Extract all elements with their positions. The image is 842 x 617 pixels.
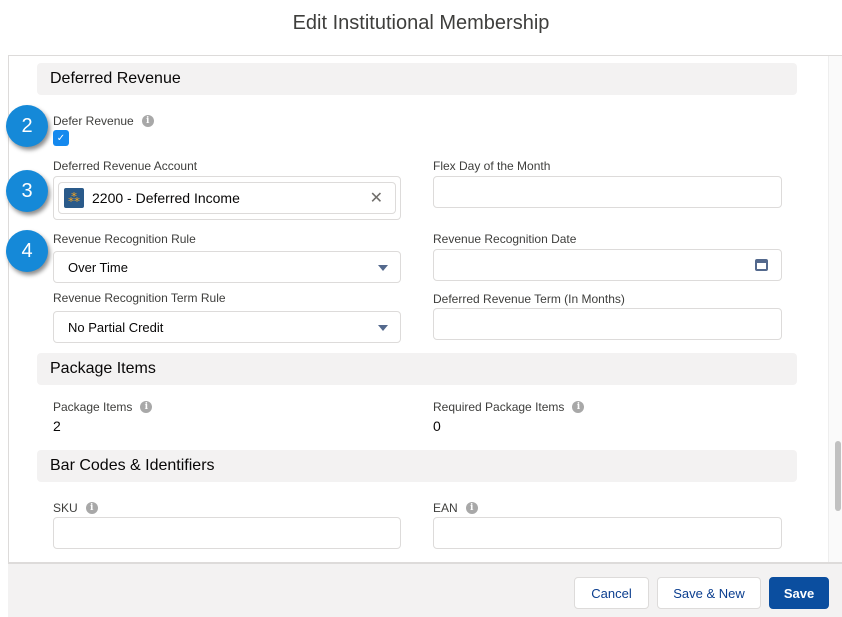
- recognition-date-label: Revenue Recognition Date: [433, 232, 577, 246]
- package-items-label: Package Items i: [53, 400, 153, 414]
- cancel-button[interactable]: Cancel: [574, 577, 649, 609]
- term-rule-label: Revenue Recognition Term Rule: [53, 291, 226, 305]
- ean-text: EAN: [433, 501, 458, 515]
- term-rule-value: No Partial Credit: [68, 319, 164, 335]
- defer-revenue-checkbox[interactable]: ✓: [53, 130, 69, 146]
- defer-revenue-label: Defer Revenue i: [53, 114, 154, 128]
- revenue-term-label: Deferred Revenue Term (In Months): [433, 292, 625, 306]
- section-package-items[interactable]: Package Items: [37, 353, 797, 385]
- calendar-icon[interactable]: [755, 259, 768, 271]
- sku-text: SKU: [53, 501, 78, 515]
- sku-label: SKU i: [53, 501, 98, 515]
- modal-border: [8, 55, 9, 562]
- account-value: 2200 - Deferred Income: [92, 190, 240, 206]
- flex-day-input[interactable]: [433, 176, 782, 208]
- selected-account-pill[interactable]: ⁂ 2200 - Deferred Income ✕: [58, 182, 396, 214]
- header-divider: [8, 55, 842, 56]
- modal-title: Edit Institutional Membership: [292, 12, 550, 34]
- scrollbar[interactable]: [828, 56, 842, 562]
- flex-day-label: Flex Day of the Month: [433, 159, 551, 173]
- recognition-rule-label: Revenue Recognition Rule: [53, 232, 196, 246]
- package-items-text: Package Items: [53, 400, 133, 414]
- info-icon[interactable]: i: [140, 401, 153, 413]
- save-button[interactable]: Save: [769, 577, 829, 609]
- section-bar-codes[interactable]: Bar Codes & Identifiers: [37, 450, 797, 482]
- recognition-rule-select[interactable]: Over Time: [53, 251, 401, 283]
- info-icon[interactable]: i: [85, 502, 98, 514]
- term-rule-select[interactable]: No Partial Credit: [53, 311, 401, 343]
- required-items-text: Required Package Items: [433, 400, 565, 414]
- revenue-term-input[interactable]: [433, 308, 782, 340]
- chevron-down-icon: [378, 265, 388, 271]
- package-items-value: 2: [53, 418, 61, 434]
- modal-footer: Cancel Save & New Save: [8, 562, 842, 617]
- info-icon[interactable]: i: [572, 401, 585, 413]
- ean-label: EAN i: [433, 501, 478, 515]
- deferred-account-lookup: ⁂ 2200 - Deferred Income ✕: [53, 176, 401, 220]
- defer-revenue-text: Defer Revenue: [53, 114, 134, 128]
- info-icon[interactable]: i: [465, 502, 478, 514]
- recognition-rule-value: Over Time: [68, 259, 128, 275]
- deferred-account-label: Deferred Revenue Account: [53, 159, 198, 173]
- step-badge-4: 4: [6, 230, 48, 272]
- ean-input[interactable]: [433, 517, 782, 549]
- required-items-label: Required Package Items i: [433, 400, 585, 414]
- chevron-down-icon: [378, 325, 388, 331]
- info-icon[interactable]: i: [141, 115, 154, 127]
- scrollbar-thumb[interactable]: [835, 441, 841, 511]
- sku-input[interactable]: [53, 517, 401, 549]
- step-badge-2: 2: [6, 105, 48, 147]
- save-and-new-button[interactable]: Save & New: [657, 577, 761, 609]
- gl-account-icon: ⁂: [64, 188, 84, 208]
- recognition-date-input[interactable]: [433, 249, 782, 281]
- step-badge-3: 3: [6, 170, 48, 212]
- clear-icon[interactable]: ✕: [369, 190, 383, 207]
- required-items-value: 0: [433, 418, 441, 434]
- section-deferred-revenue[interactable]: Deferred Revenue: [37, 63, 797, 95]
